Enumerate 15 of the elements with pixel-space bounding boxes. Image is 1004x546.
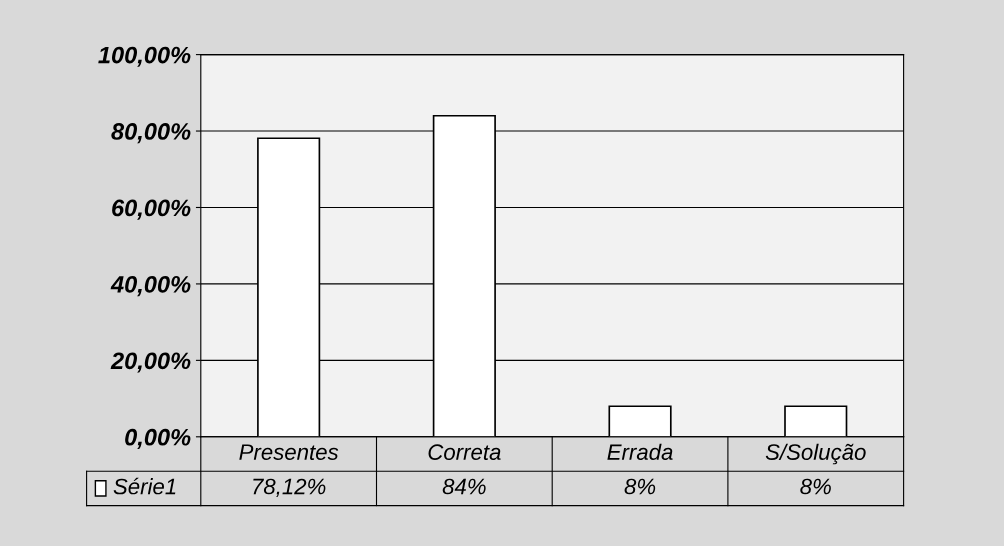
y-tick-label: 60,00% [112,199,191,220]
y-tick-label: 40,00% [110,275,191,297]
x-tick-label: S/Solução [765,443,866,465]
y-tick-label: 100,00% [98,46,191,67]
text: 8% [624,478,656,495]
text: 8% [800,478,831,495]
y-tick-label: 20,00% [110,352,191,373]
x-tick-label: Presentes [239,444,339,460]
y-tick-label: 80,00% [111,123,191,144]
legend-label: Série1 [113,477,176,495]
x-tick-label: Correta [428,444,501,460]
y-tick-label: 0,00% [125,428,191,450]
text: 84% [442,478,486,495]
x-tick-label: Errada [607,443,673,460]
text: 78,12% [253,478,326,497]
